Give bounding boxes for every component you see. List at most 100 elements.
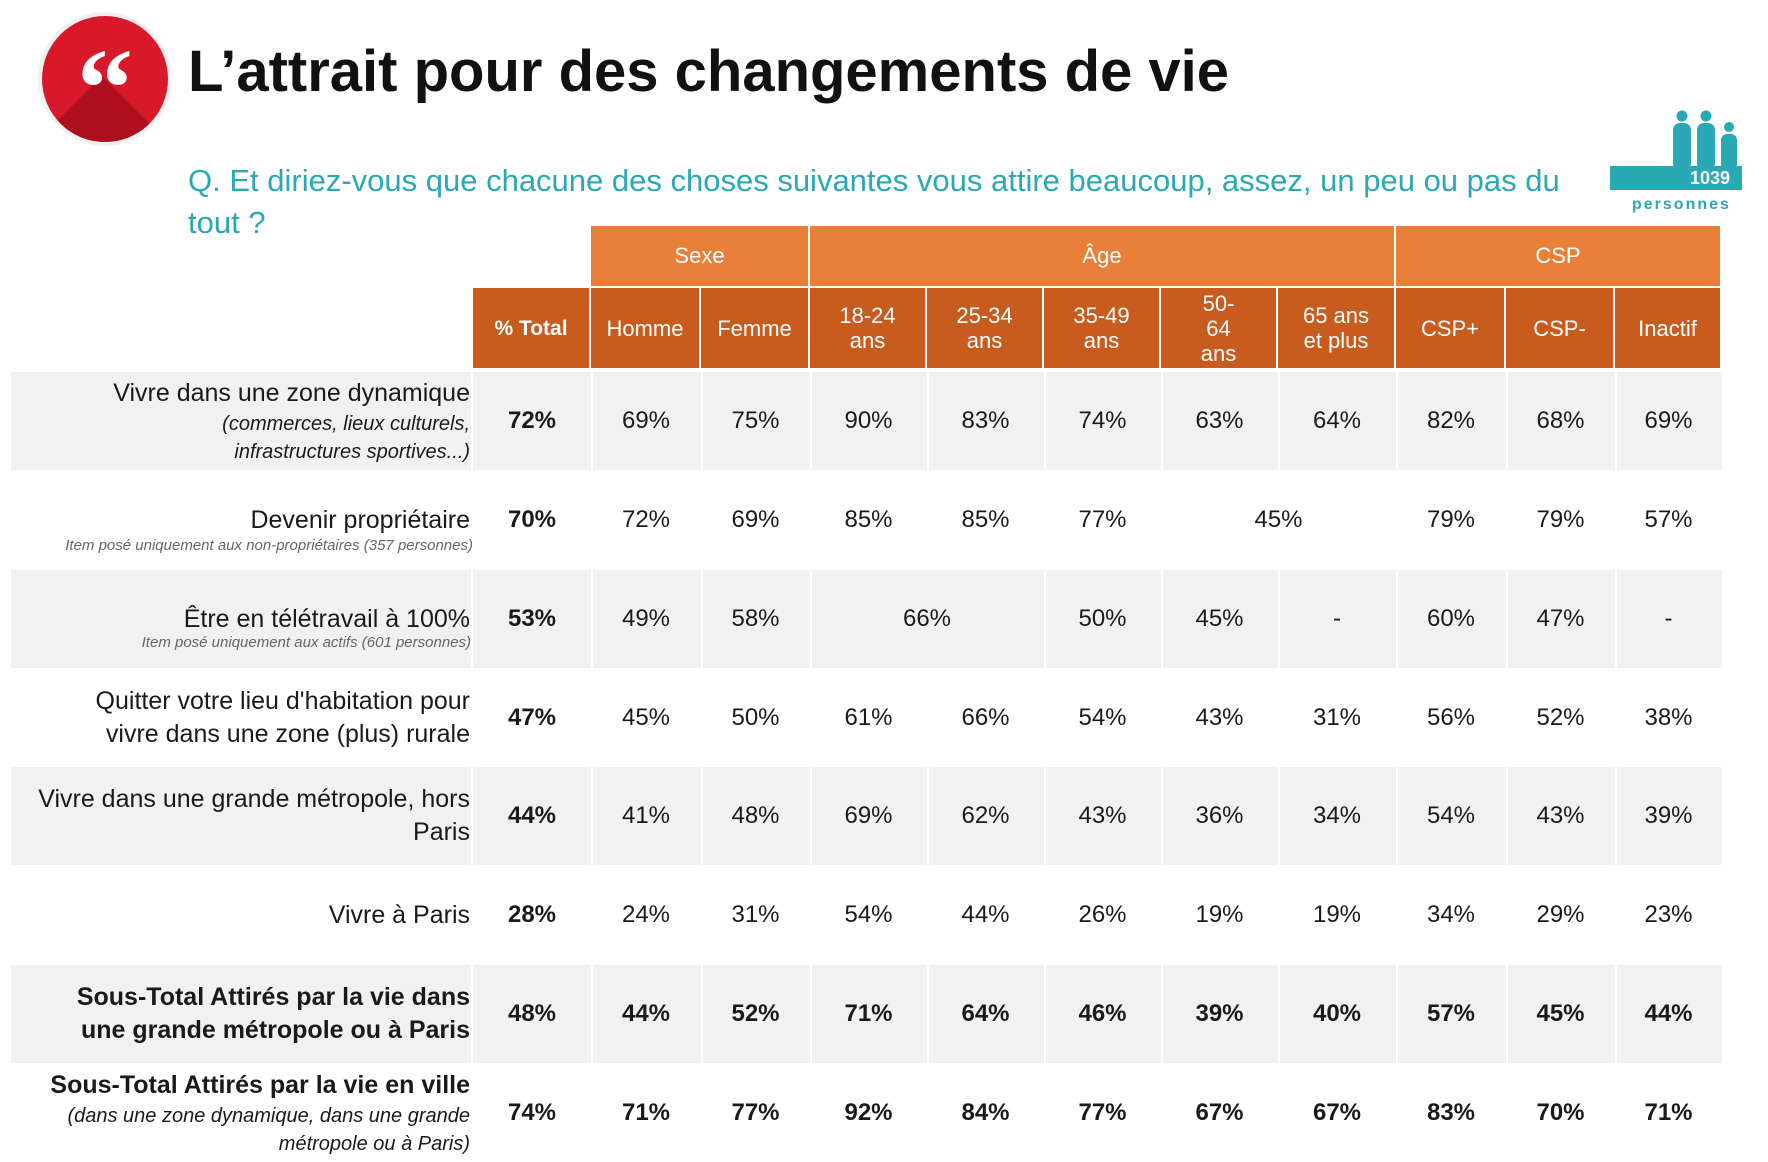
table-row-subtotal: Sous-Total Attirés par la vie en ville (… <box>11 1064 1722 1162</box>
column-header-homme: Homme <box>591 288 701 368</box>
cell-inactif: - <box>1664 605 1673 632</box>
cell-inactif: 69% <box>1644 407 1693 434</box>
cell-35-49: 26% <box>1078 901 1127 928</box>
cell-femme: 31% <box>731 901 780 928</box>
cell-femme: 50% <box>731 704 780 731</box>
table-row: Être en télétravail à 100% Item posé uni… <box>11 570 1722 668</box>
cell-25-34: 64% <box>961 1000 1010 1027</box>
row-label-main: Sous-Total Attirés par la vie dans une g… <box>76 983 470 1044</box>
cell-25-34: 84% <box>961 1099 1010 1126</box>
row-label-main: Vivre dans une zone dynamique <box>113 378 470 407</box>
page-title: L’attrait pour des changements de vie <box>188 39 1230 104</box>
cell-homme: 72% <box>621 506 671 533</box>
cell-homme: 49% <box>621 605 671 632</box>
cell-homme: 41% <box>621 802 671 829</box>
cell-18-24: 71% <box>844 1000 893 1027</box>
cell-inactif: 44% <box>1644 1000 1693 1027</box>
cell-total: 28% <box>507 901 557 928</box>
cell-18-24: 90% <box>844 407 893 434</box>
cell-csp-plus: 56% <box>1426 704 1476 731</box>
row-note: Item posé uniquement aux actifs (601 per… <box>141 634 471 651</box>
table-row: Vivre dans une zone dynamique (commerces… <box>11 372 1722 470</box>
cell-18-34-merged: 66% <box>902 605 952 632</box>
cell-femme: 75% <box>731 407 780 434</box>
column-header-50-64: 50- 64 ans <box>1161 288 1278 368</box>
row-label: Sous-Total Attirés par la vie en ville (… <box>11 1064 470 1162</box>
cell-femme: 77% <box>731 1099 780 1126</box>
cell-csp-moins: 68% <box>1536 407 1585 434</box>
cell-65plus: - <box>1333 605 1341 632</box>
cell-homme: 69% <box>621 407 671 434</box>
cell-25-34: 44% <box>961 901 1010 928</box>
cell-total: 72% <box>507 407 557 434</box>
cell-csp-plus: 82% <box>1426 407 1476 434</box>
cell-50-64: 39% <box>1195 1000 1244 1027</box>
cell-65plus: 19% <box>1312 901 1362 928</box>
cell-18-24: 85% <box>844 506 893 533</box>
cell-homme: 24% <box>621 901 671 928</box>
row-label: Vivre dans une zone dynamique (commerces… <box>11 372 470 470</box>
cell-50-64: 63% <box>1195 407 1244 434</box>
cell-csp-moins: 47% <box>1536 605 1585 632</box>
cell-csp-plus: 60% <box>1426 605 1476 632</box>
column-header-65plus: 65 ans et plus <box>1278 288 1396 368</box>
cell-total: 47% <box>507 704 557 731</box>
column-header-inactif: Inactif <box>1615 288 1722 368</box>
sample-size-badge: 1039 personnes <box>1610 110 1745 215</box>
cell-25-34: 66% <box>961 704 1010 731</box>
cell-total: 53% <box>507 605 557 632</box>
row-label: Devenir propriétaire <box>11 471 470 569</box>
cell-50-64: 67% <box>1195 1099 1244 1126</box>
cell-csp-moins: 70% <box>1536 1099 1585 1126</box>
column-header-csp-plus: CSP+ <box>1396 288 1506 368</box>
people-icon <box>1673 110 1737 170</box>
sample-label: personnes <box>1632 196 1731 213</box>
cell-35-49: 50% <box>1078 605 1127 632</box>
cell-csp-plus: 57% <box>1426 1000 1476 1027</box>
cell-csp-plus: 54% <box>1426 802 1476 829</box>
cell-femme: 48% <box>731 802 780 829</box>
cell-total: 48% <box>507 1000 557 1027</box>
sample-count: 1039 <box>1610 166 1742 190</box>
cell-csp-moins: 43% <box>1536 802 1585 829</box>
cell-total: 70% <box>507 506 557 533</box>
cell-35-49: 46% <box>1078 1000 1127 1027</box>
cell-csp-moins: 52% <box>1536 704 1585 731</box>
cell-csp-moins: 29% <box>1536 901 1585 928</box>
cell-18-24: 61% <box>844 704 893 731</box>
cell-50-plus-merged: 45% <box>1254 506 1303 533</box>
column-header-femme: Femme <box>701 288 810 368</box>
table-row: Vivre dans une grande métropole, hors Pa… <box>11 767 1722 865</box>
table-row-subtotal: Sous-Total Attirés par la vie dans une g… <box>11 965 1722 1063</box>
cell-inactif: 23% <box>1644 901 1693 928</box>
row-label: Quitter votre lieu d'habitation pour viv… <box>11 669 470 767</box>
cell-inactif: 38% <box>1644 704 1693 731</box>
cell-homme: 71% <box>621 1099 671 1126</box>
column-header-total: % Total <box>473 288 591 368</box>
row-note: Item posé uniquement aux non-propriétair… <box>65 537 473 554</box>
cell-18-24: 69% <box>844 802 893 829</box>
column-header-csp-moins: CSP- <box>1506 288 1615 368</box>
cell-inactif: 39% <box>1644 802 1693 829</box>
cell-65plus: 67% <box>1312 1099 1362 1126</box>
row-label-main: Sous-Total Attirés par la vie en ville <box>50 1070 470 1099</box>
table-row: Quitter votre lieu d'habitation pour viv… <box>11 669 1722 767</box>
row-label-sub: (dans une zone dynamique, dans une grand… <box>67 1104 470 1155</box>
group-header-age: Âge <box>810 226 1396 286</box>
cell-csp-moins: 79% <box>1536 506 1585 533</box>
cell-35-49: 74% <box>1078 407 1127 434</box>
quote-logo-icon: “ <box>42 16 168 142</box>
cell-inactif: 57% <box>1644 506 1693 533</box>
cell-50-64: 19% <box>1195 901 1244 928</box>
cell-25-34: 62% <box>961 802 1010 829</box>
cell-35-49: 43% <box>1078 802 1127 829</box>
row-label: Être en télétravail à 100% <box>11 570 470 668</box>
table-row: Vivre à Paris 28% 24% 31% 54% 44% 26% 19… <box>11 866 1722 964</box>
group-header-csp: CSP <box>1396 226 1722 286</box>
cell-25-34: 85% <box>961 506 1010 533</box>
cell-35-49: 77% <box>1078 506 1127 533</box>
column-header-18-24: 18-24 ans <box>810 288 927 368</box>
cell-csp-moins: 45% <box>1536 1000 1585 1027</box>
cell-femme: 69% <box>731 506 780 533</box>
cell-50-64: 43% <box>1195 704 1244 731</box>
